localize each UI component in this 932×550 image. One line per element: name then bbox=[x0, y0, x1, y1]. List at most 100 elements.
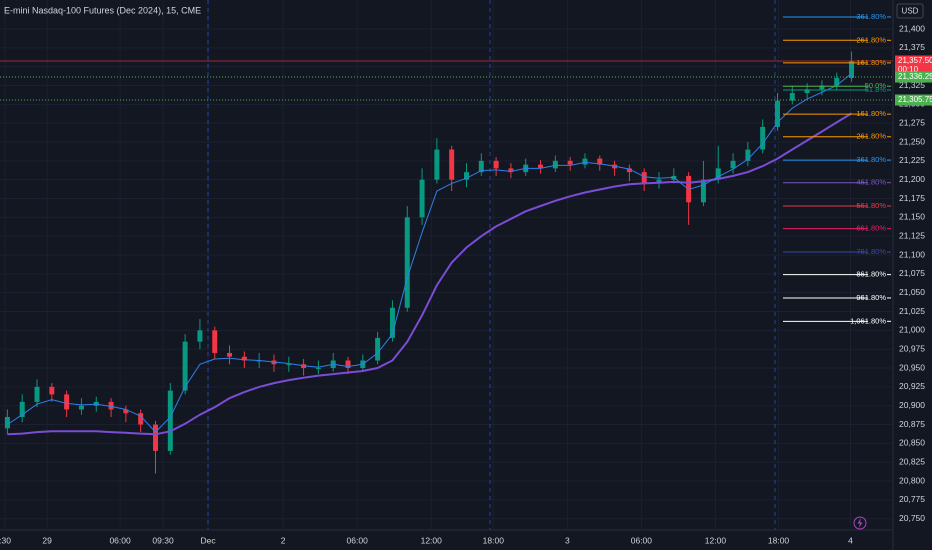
price-tag bbox=[895, 94, 932, 106]
chart-title: E-mini Nasdaq-100 Futures (Dec 2024), 15… bbox=[4, 5, 201, 15]
y-tick-label: 21,375 bbox=[899, 42, 925, 52]
y-tick-label: 20,800 bbox=[899, 475, 925, 485]
alert-icon-bolt[interactable] bbox=[857, 518, 863, 528]
fib-level-label: 50.0% bbox=[865, 81, 887, 90]
y-tick-label: 20,775 bbox=[899, 494, 925, 504]
fib-level-label: 361.80% bbox=[856, 12, 886, 21]
x-tick-label: :30 bbox=[0, 535, 11, 545]
fib-level-label: 961.80% bbox=[856, 293, 886, 302]
candle-body bbox=[389, 307, 395, 338]
candle-body bbox=[538, 164, 544, 169]
candle-body bbox=[656, 179, 662, 184]
candle-body bbox=[152, 424, 158, 451]
candle-body bbox=[315, 368, 321, 370]
x-tick-label: 12:00 bbox=[705, 535, 727, 545]
candle-body bbox=[167, 390, 173, 451]
y-tick-label: 21,000 bbox=[899, 325, 925, 335]
candle-body bbox=[449, 149, 455, 180]
candle-body bbox=[4, 416, 10, 429]
fib-level-label: 261.80% bbox=[856, 35, 886, 44]
fib-level-label: 661.80% bbox=[856, 224, 886, 233]
candle-body bbox=[138, 413, 144, 425]
fib-level-label: 61.8% bbox=[865, 85, 887, 94]
y-tick-label: 20,875 bbox=[899, 419, 925, 429]
x-tick-label: 29 bbox=[42, 535, 52, 545]
candle-body bbox=[715, 168, 721, 180]
candle-body bbox=[774, 100, 780, 127]
candle-body bbox=[567, 160, 573, 165]
fib-level-label: 161.80% bbox=[856, 109, 886, 118]
alert-icon[interactable] bbox=[853, 516, 867, 530]
fib-level-label: 161.80% bbox=[856, 58, 886, 67]
fib-level-label: 461.80% bbox=[856, 178, 886, 187]
candle-body bbox=[212, 330, 218, 353]
x-tick-label: 2 bbox=[281, 535, 286, 545]
y-tick-label: 21,250 bbox=[899, 136, 925, 146]
x-tick-label: 4 bbox=[848, 535, 853, 545]
candle-body bbox=[641, 172, 647, 184]
y-tick-label: 20,750 bbox=[899, 513, 925, 523]
price-tag-label: 21,336.25 bbox=[898, 72, 932, 81]
x-tick-label: 3 bbox=[565, 535, 570, 545]
candle-body bbox=[478, 160, 484, 173]
candle-body bbox=[552, 160, 558, 169]
moving-average-line bbox=[7, 73, 852, 433]
candle-body bbox=[745, 149, 751, 161]
price-tag bbox=[895, 55, 932, 76]
candle-body bbox=[819, 85, 825, 90]
candle-body bbox=[789, 93, 795, 101]
y-tick-label: 21,175 bbox=[899, 193, 925, 203]
candle-body bbox=[227, 352, 233, 357]
candle-body bbox=[434, 149, 440, 180]
fib-level-label: 261.80% bbox=[856, 132, 886, 141]
x-tick-label: 12:00 bbox=[421, 535, 443, 545]
price-tag-label: 21,357.50 bbox=[898, 56, 932, 65]
y-tick-label: 20,850 bbox=[899, 438, 925, 448]
candle-body bbox=[123, 409, 129, 414]
y-tick-label: 20,900 bbox=[899, 400, 925, 410]
currency-label[interactable]: USD bbox=[902, 7, 919, 16]
y-tick-label: 21,325 bbox=[899, 80, 925, 90]
x-tick-label: 06:00 bbox=[347, 535, 369, 545]
candle-body bbox=[345, 360, 351, 369]
y-tick-label: 21,150 bbox=[899, 212, 925, 222]
candle-body bbox=[197, 330, 203, 342]
candle-body bbox=[508, 168, 514, 173]
y-tick-label: 20,925 bbox=[899, 381, 925, 391]
candle-body bbox=[64, 394, 70, 410]
candle-body bbox=[700, 179, 706, 203]
price-tag-countdown: 00:10 bbox=[898, 65, 919, 74]
x-tick-label: 06:00 bbox=[631, 535, 653, 545]
currency-box[interactable] bbox=[896, 3, 924, 19]
fib-level-label: 361.80% bbox=[856, 155, 886, 164]
y-tick-label: 20,825 bbox=[899, 456, 925, 466]
candle-body bbox=[286, 364, 292, 366]
y-tick-label: 21,400 bbox=[899, 23, 925, 33]
candle-body bbox=[19, 401, 25, 417]
y-tick-label: 21,225 bbox=[899, 155, 925, 165]
y-tick-label: 21,050 bbox=[899, 287, 925, 297]
candle-body bbox=[760, 126, 766, 150]
y-tick-label: 21,275 bbox=[899, 117, 925, 127]
x-tick-label: 09:30 bbox=[152, 535, 174, 545]
y-tick-label: 20,950 bbox=[899, 362, 925, 372]
candle-body bbox=[493, 160, 499, 169]
candle-body bbox=[849, 61, 855, 78]
fib-level-label: 561.80% bbox=[856, 201, 886, 210]
candle-body bbox=[375, 337, 381, 361]
fib-level-label: 1,061.80% bbox=[850, 316, 886, 325]
candle-body bbox=[582, 158, 588, 165]
price-tag-label: 21,305.75 bbox=[898, 95, 932, 104]
candle-body bbox=[597, 158, 603, 165]
x-tick-label: 18:00 bbox=[483, 535, 505, 545]
y-tick-label: 21,125 bbox=[899, 230, 925, 240]
candle-body bbox=[419, 179, 425, 218]
y-tick-label: 21,200 bbox=[899, 174, 925, 184]
x-tick-label: 06:00 bbox=[109, 535, 131, 545]
price-tag bbox=[895, 71, 932, 83]
fib-level-label: 861.80% bbox=[856, 270, 886, 279]
candle-body bbox=[108, 401, 114, 410]
candle-body bbox=[463, 172, 469, 180]
candle-body bbox=[626, 168, 632, 173]
